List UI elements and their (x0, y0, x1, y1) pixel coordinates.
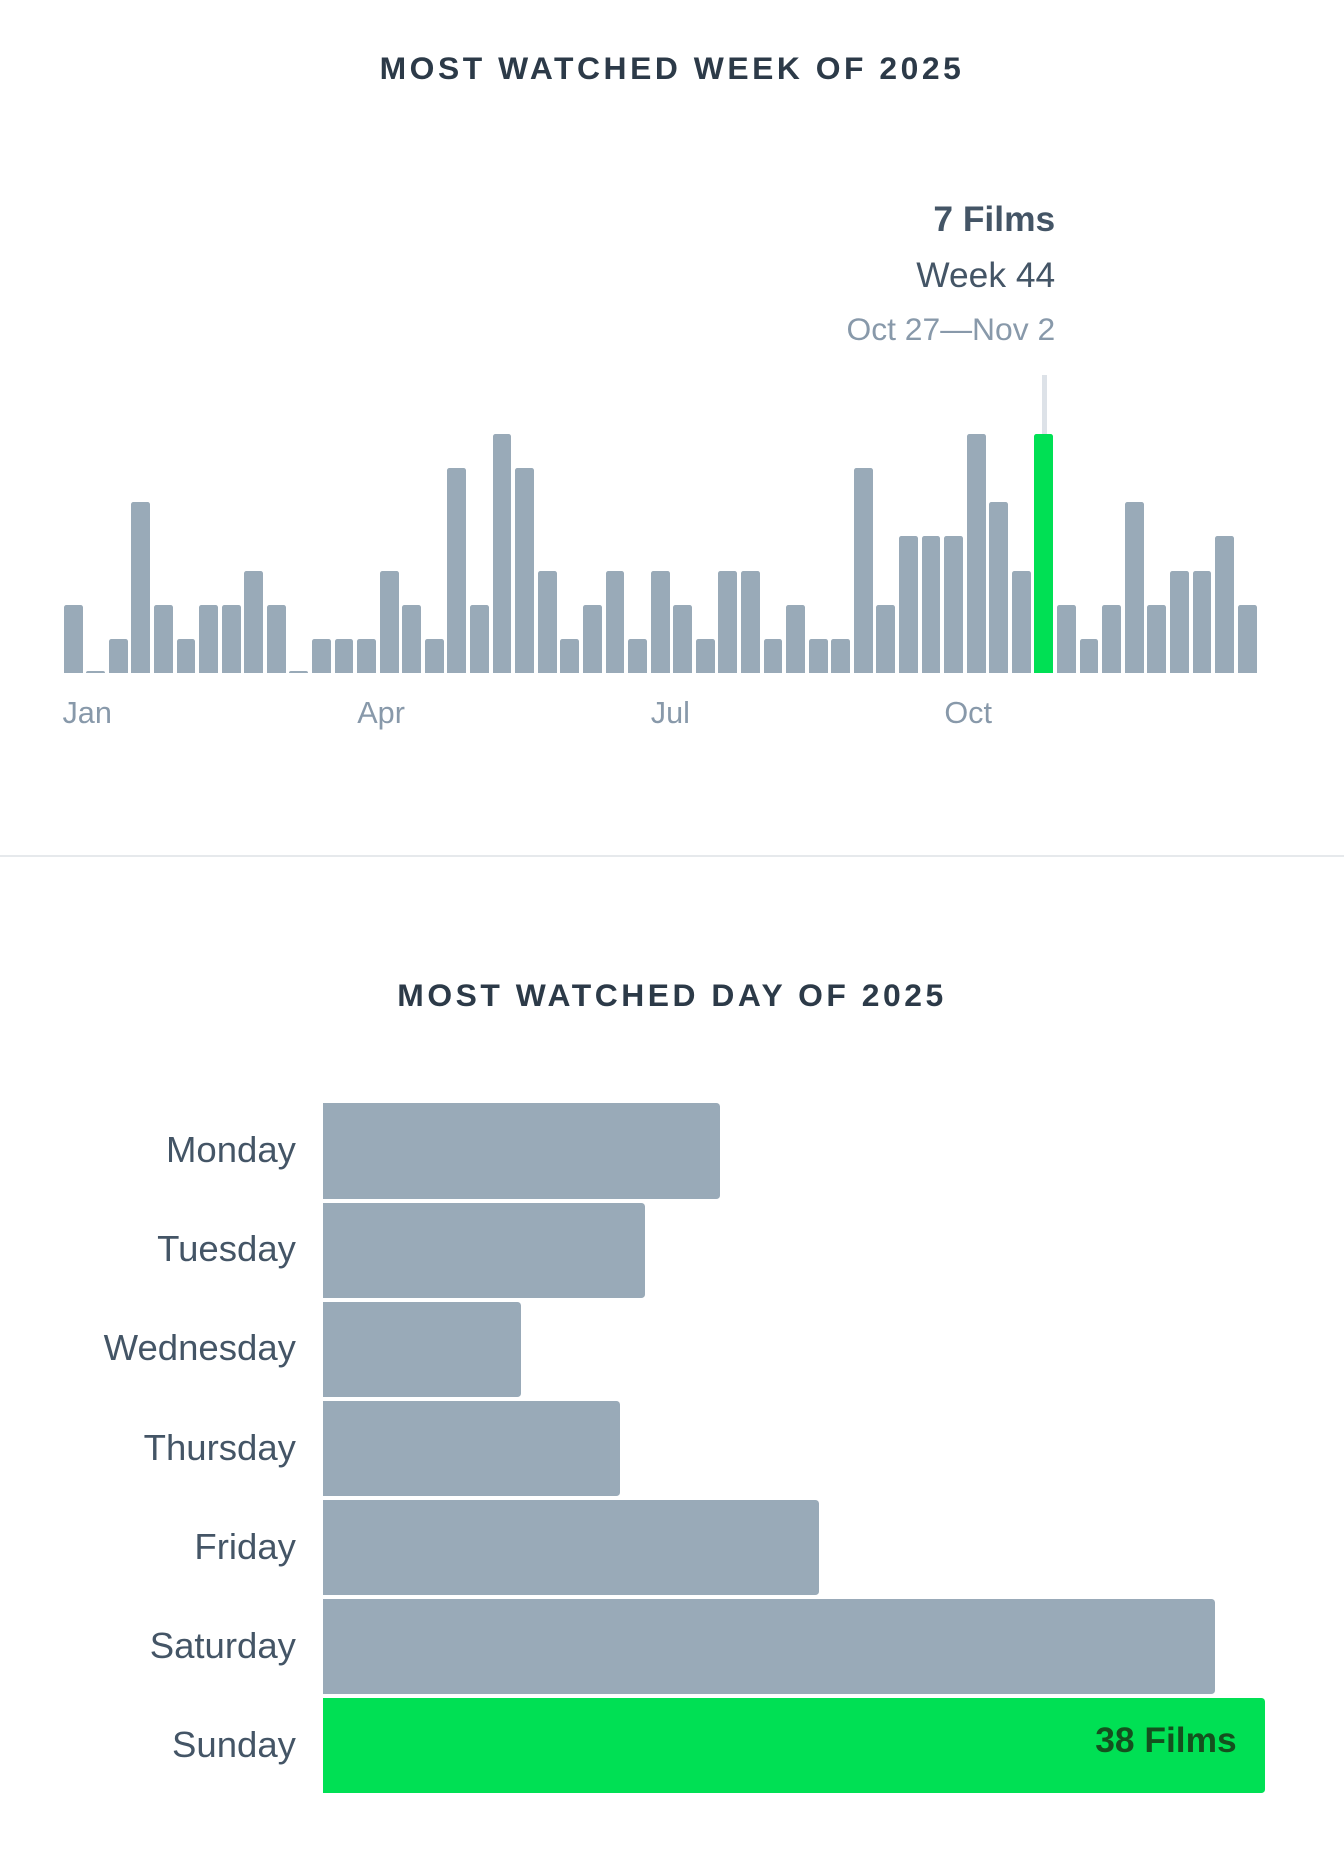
day-label: Friday (194, 1525, 296, 1567)
week-bar[interactable] (1124, 502, 1144, 674)
week-bar[interactable] (695, 638, 715, 674)
week-bar[interactable] (650, 570, 670, 674)
week-bar-highlighted[interactable] (1034, 433, 1054, 674)
week-bar[interactable] (605, 570, 625, 674)
week-bar[interactable] (673, 604, 693, 674)
week-bar[interactable] (221, 604, 241, 674)
week-bar[interactable] (560, 638, 580, 674)
week-bar[interactable] (402, 604, 422, 674)
day-bar[interactable] (323, 1499, 819, 1596)
week-bar[interactable] (1057, 604, 1076, 674)
day-label: Thursday (143, 1426, 296, 1468)
week-bar[interactable] (718, 570, 738, 674)
week-bar[interactable] (966, 433, 986, 674)
week-bar[interactable] (131, 502, 151, 674)
week-bar[interactable] (740, 570, 760, 674)
week-bar[interactable] (492, 433, 512, 674)
week-chart-title: MOST WATCHED WEEK OF 2025 (379, 49, 965, 86)
week-bar[interactable] (628, 638, 647, 674)
week-bar[interactable] (334, 638, 354, 674)
week-bar[interactable] (876, 604, 896, 674)
x-tick-apr: Apr (357, 695, 405, 730)
day-label: Tuesday (157, 1228, 296, 1270)
week-bar[interactable] (86, 670, 106, 674)
day-bar-highlighted[interactable]: 38 Films (323, 1697, 1265, 1794)
week-bar[interactable] (1192, 570, 1212, 674)
week-bar[interactable] (763, 638, 783, 674)
day-bar[interactable] (323, 1103, 720, 1199)
x-tick-jan: Jan (62, 695, 112, 730)
day-label: Wednesday (103, 1327, 296, 1369)
day-bar[interactable] (323, 1301, 522, 1398)
week-bar[interactable] (447, 468, 467, 674)
week-bar[interactable] (1011, 570, 1031, 674)
week-bar[interactable] (944, 536, 964, 674)
week-bar[interactable] (379, 570, 399, 674)
day-chart-title: MOST WATCHED DAY OF 2025 (397, 977, 947, 1014)
week-bar[interactable] (424, 638, 444, 674)
week-bar[interactable] (899, 536, 918, 674)
day-label: Sunday (172, 1723, 296, 1765)
week-bar[interactable] (153, 604, 173, 674)
week-bar[interactable] (1079, 638, 1099, 674)
week-bar[interactable] (289, 670, 309, 674)
week-bar[interactable] (1147, 604, 1167, 674)
week-bar[interactable] (808, 638, 828, 674)
x-tick-jul: Jul (650, 695, 690, 730)
day-bar[interactable] (323, 1598, 1216, 1695)
week-bar[interactable] (831, 638, 851, 674)
tooltip-range: Oct 27—Nov 2 (846, 311, 1056, 348)
week-bar[interactable] (470, 604, 489, 674)
day-bar[interactable] (323, 1400, 621, 1497)
week-bar[interactable] (1102, 604, 1122, 674)
x-tick-oct: Oct (944, 695, 992, 730)
tooltip-week: Week 44 (916, 255, 1056, 295)
week-bar[interactable] (1169, 570, 1189, 674)
week-bar[interactable] (108, 638, 128, 674)
week-bar[interactable] (1237, 604, 1257, 674)
week-bar[interactable] (63, 604, 83, 674)
week-bar[interactable] (515, 468, 535, 674)
week-bar[interactable] (853, 468, 873, 674)
tooltip-guide-line (1042, 374, 1047, 434)
week-bar[interactable] (199, 604, 218, 674)
week-bar[interactable] (266, 604, 286, 674)
week-bar[interactable] (1215, 536, 1234, 674)
tooltip-films: 7 Films (933, 200, 1056, 240)
section-divider (0, 854, 1344, 858)
week-bar[interactable] (537, 570, 557, 674)
day-label: Monday (165, 1129, 296, 1171)
day-bar[interactable] (323, 1202, 646, 1298)
week-bar[interactable] (357, 638, 377, 674)
week-bar[interactable] (176, 638, 196, 674)
week-bar[interactable] (989, 502, 1009, 674)
week-bar[interactable] (244, 570, 264, 674)
week-bar[interactable] (582, 604, 602, 674)
day-label: Saturday (149, 1624, 296, 1666)
week-bar[interactable] (921, 536, 941, 674)
week-bar[interactable] (786, 604, 805, 674)
week-bar[interactable] (312, 638, 331, 674)
day-bar-value: 38 Films (1095, 1721, 1237, 1761)
